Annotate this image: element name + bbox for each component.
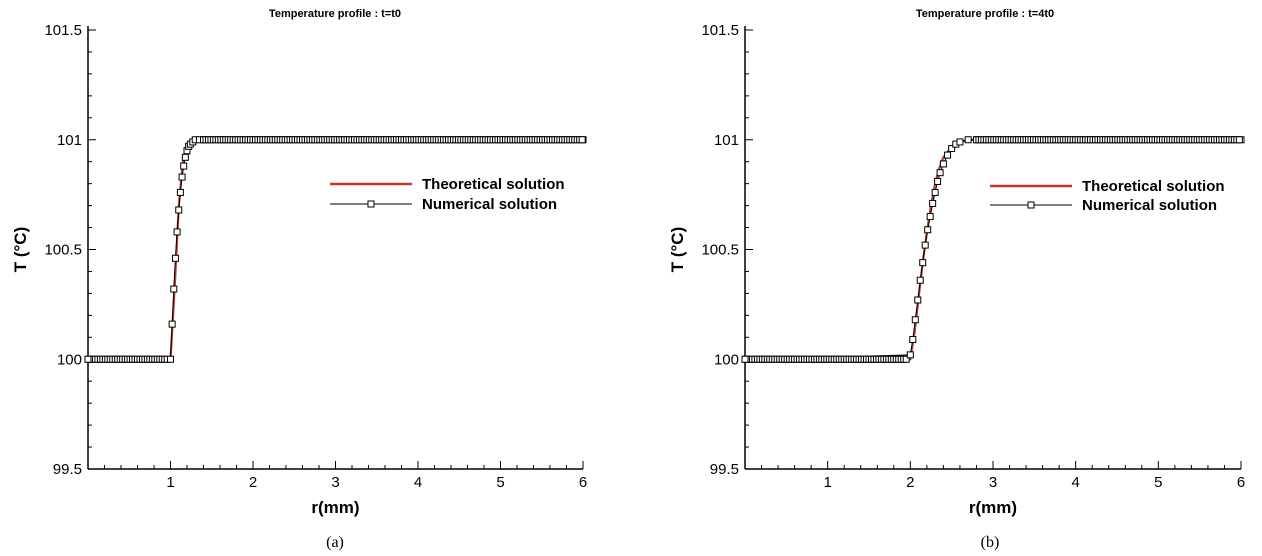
x-tick-label: 6 (1237, 474, 1245, 491)
data-point (948, 145, 956, 153)
data-point (578, 136, 586, 144)
data-point (934, 177, 942, 185)
data-point (741, 355, 749, 363)
x-tick-label: 5 (1154, 474, 1162, 491)
y-tick-label: 101 (714, 132, 739, 149)
x-tick-label: 5 (496, 474, 504, 491)
legend-label-numerical: Numerical solution (1082, 197, 1217, 214)
series-numerical (741, 136, 1245, 363)
legend: Theoretical solution Numerical solution (990, 178, 1225, 214)
data-point (909, 335, 917, 343)
data-point (926, 213, 934, 221)
legend-label-theoretical: Theoretical solution (422, 176, 565, 193)
y-tick-label: 101.5 (44, 22, 82, 39)
legend-label-theoretical: Theoretical solution (1082, 178, 1225, 195)
series-line (745, 138, 1241, 361)
x-tick-label: 4 (1071, 474, 1079, 491)
data-point (956, 138, 964, 146)
y-axis-label: T (°C) (668, 227, 687, 273)
data-point (180, 162, 188, 170)
y-tick-label: 100.5 (701, 242, 739, 259)
chart-panel-a: 1 2 3 4 5 6 99.5 100 100.5 101 101.5 Temperature pr… (11, 8, 587, 551)
series-theoretical (745, 138, 1241, 361)
chart-title: Temperature profile : t=4t0 (916, 8, 1054, 20)
legend-label-numerical: Numerical solution (422, 196, 557, 213)
y-tick-label: 101 (57, 132, 82, 149)
data-point (944, 151, 952, 159)
series-line (88, 139, 583, 360)
data-point (906, 351, 914, 359)
x-tick-label: 2 (249, 474, 257, 491)
y-tick-label: 100 (714, 351, 739, 368)
data-point (924, 226, 932, 234)
y-tick-label: 99.5 (710, 461, 739, 478)
data-point (929, 199, 937, 207)
data-point (919, 259, 927, 267)
data-point (916, 276, 924, 284)
x-axis-label: r(mm) (969, 498, 1017, 517)
legend: Theoretical solution Numerical solution (330, 176, 565, 213)
data-point (175, 206, 183, 214)
y-tick-label: 101.5 (701, 22, 739, 39)
data-point (173, 228, 181, 236)
x-tick-label: 4 (414, 474, 422, 491)
data-point (168, 320, 176, 328)
data-point (167, 355, 174, 363)
data-point (171, 254, 179, 262)
x-tick-label: 3 (331, 474, 339, 491)
data-point (964, 136, 972, 144)
series-theoretical (88, 138, 583, 361)
data-point (178, 173, 186, 181)
x-tick-label: 1 (823, 474, 831, 491)
legend-marker-square (367, 200, 375, 208)
x-tick-label: 3 (989, 474, 997, 491)
y-tick-label: 99.5 (53, 461, 82, 478)
figure-caption: (b) (981, 534, 1000, 551)
data-point (911, 316, 919, 324)
legend-marker-square (1027, 201, 1035, 209)
x-tick-label: 6 (579, 474, 587, 491)
series-line (88, 138, 583, 361)
y-tick-label: 100.5 (44, 242, 82, 259)
data-point (1235, 136, 1243, 144)
x-tick-label: 2 (906, 474, 914, 491)
series-line (744, 139, 1241, 360)
data-point (170, 285, 178, 293)
chart-title: Temperature profile : t=t0 (269, 8, 401, 20)
data-point (936, 169, 944, 177)
data-point (931, 188, 939, 196)
chart-panel-b: 1 2 3 4 5 6 99.5 100 100.5 101 101.5 Temperature pr… (668, 8, 1245, 551)
figure-caption: (a) (326, 534, 344, 551)
data-point (181, 153, 189, 161)
data-point (902, 355, 910, 363)
data-point (939, 160, 947, 168)
y-tick-label: 100 (57, 351, 82, 368)
data-point (84, 355, 92, 363)
series-numerical (84, 136, 587, 363)
data-point (914, 296, 922, 304)
data-point (921, 241, 929, 249)
data-point (176, 188, 184, 196)
x-tick-label: 1 (166, 474, 174, 491)
x-axis-label: r(mm) (311, 498, 359, 517)
y-axis-label: T (°C) (11, 227, 30, 273)
